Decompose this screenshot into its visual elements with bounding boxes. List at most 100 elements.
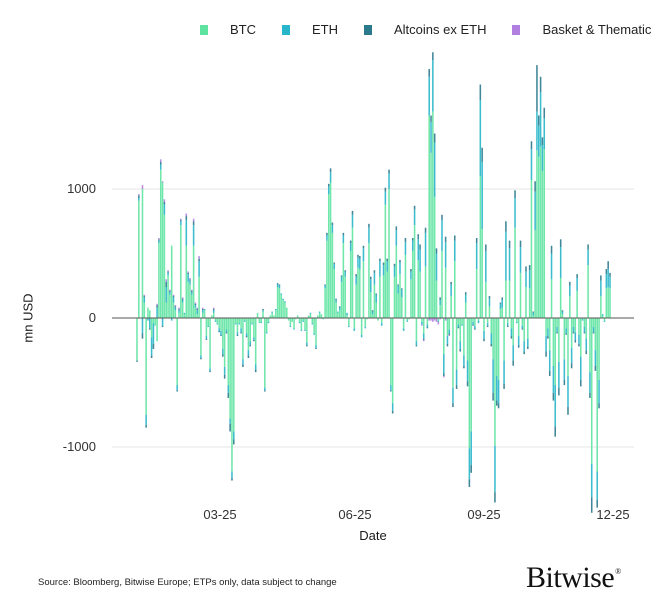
bar-altcoins-ex-eth [335, 298, 337, 300]
bar-eth [315, 345, 317, 348]
bar-eth [209, 368, 211, 371]
bar-altcoins-ex-eth [245, 336, 248, 338]
bar-btc [335, 302, 337, 318]
bar-btc [494, 318, 496, 446]
bar-altcoins-ex-eth [499, 302, 502, 304]
bar-btc [262, 311, 264, 318]
bar-eth [275, 308, 277, 311]
bar-eth [220, 330, 222, 335]
bar-altcoins-ex-eth [506, 325, 509, 328]
bar-btc [251, 318, 253, 324]
bar-altcoins-ex-eth [468, 479, 471, 487]
bar-btc [552, 318, 555, 366]
bar-altcoins-ex-eth [189, 279, 191, 281]
bar-btc [536, 150, 538, 318]
bar-eth [477, 320, 480, 324]
bar-altcoins-ex-eth [159, 161, 162, 165]
bar-btc [461, 318, 463, 325]
bar-btc [145, 318, 147, 415]
bar-basket-thematic [163, 199, 166, 202]
bar-altcoins-ex-eth [609, 272, 611, 277]
bar-altcoins-ex-eth [432, 52, 434, 60]
bar-btc [291, 318, 294, 322]
bar-altcoins-ex-eth [404, 238, 407, 242]
bar-btc [355, 284, 357, 318]
bar-btc [446, 318, 449, 337]
bar-btc [421, 318, 423, 322]
bar-altcoins-ex-eth [576, 274, 578, 279]
bar-btc [578, 318, 580, 335]
legend-label-altcoins: Altcoins ex ETH [394, 22, 487, 37]
bar-eth [505, 231, 507, 281]
bar-btc [505, 280, 507, 318]
bar-btc [444, 267, 447, 318]
bar-altcoins-ex-eth [548, 370, 551, 377]
bar-eth [558, 361, 560, 388]
bar-altcoins-ex-eth [165, 281, 167, 288]
bar-eth [185, 219, 188, 246]
bar-altcoins-ex-eth [163, 201, 166, 205]
bar-btc [441, 250, 443, 318]
bar-btc [249, 318, 251, 342]
bar-eth [180, 221, 182, 226]
bar-btc [488, 306, 491, 318]
bar-eth [401, 289, 403, 298]
bar-eth [554, 385, 556, 427]
bar-altcoins-ex-eth [344, 270, 346, 272]
bar-basket-thematic [174, 305, 177, 307]
bar-btc [499, 308, 502, 318]
bar-btc [432, 111, 434, 318]
bar-btc [324, 288, 326, 318]
bar-btc [311, 318, 314, 324]
bar-altcoins-ex-eth [355, 274, 357, 277]
bar-btc [541, 170, 544, 318]
bar-btc [329, 182, 332, 318]
x-tick-09-25: 09-25 [467, 507, 501, 522]
bar-altcoins-ex-eth [439, 297, 441, 300]
bar-btc [556, 318, 558, 328]
bar-altcoins-ex-eth [590, 497, 593, 513]
bar-altcoins-ex-eth [503, 383, 505, 389]
bar-eth [147, 318, 149, 321]
bar-altcoins-ex-eth [141, 333, 144, 339]
bar-btc [247, 318, 250, 351]
bar-btc [240, 318, 242, 329]
bar-basket-thematic [421, 324, 423, 326]
bar-eth [178, 310, 180, 313]
bar-altcoins-ex-eth [417, 234, 420, 240]
bar-btc [475, 268, 478, 318]
bar-btc [592, 318, 595, 328]
bar-basket-thematic [161, 181, 164, 183]
bar-eth [552, 365, 555, 393]
bar-eth [435, 253, 438, 281]
bar-altcoins-ex-eth [231, 477, 233, 481]
bar-btc [477, 318, 480, 321]
bar-basket-thematic [187, 271, 189, 273]
bar-altcoins-ex-eth [483, 338, 485, 342]
bar-altcoins-ex-eth [463, 365, 465, 369]
bar-basket-thematic [180, 218, 182, 220]
bar-eth [225, 329, 228, 333]
bar-eth [245, 333, 248, 337]
bar-basket-thematic [185, 213, 188, 217]
bar-btc [218, 318, 220, 329]
bar-eth [251, 323, 253, 325]
bar-eth [329, 172, 332, 183]
bar-altcoins-ex-eth [501, 297, 504, 300]
bar-basket-thematic [212, 307, 215, 309]
bar-altcoins-ex-eth [187, 272, 189, 275]
bar-btc [519, 272, 522, 318]
bar-btc [598, 318, 600, 380]
bar-altcoins-ex-eth [459, 348, 462, 352]
bar-btc [267, 318, 270, 322]
bar-btc [558, 318, 560, 362]
legend-label-btc: BTC [230, 22, 256, 37]
bar-eth [452, 387, 454, 404]
bar-eth [475, 243, 478, 269]
bar-eth [592, 327, 595, 333]
bar-basket-thematic [428, 318, 430, 321]
bar-btc [185, 245, 188, 318]
bar-btc [211, 315, 213, 318]
bar-altcoins-ex-eth [169, 290, 171, 293]
bar-eth [510, 328, 513, 337]
